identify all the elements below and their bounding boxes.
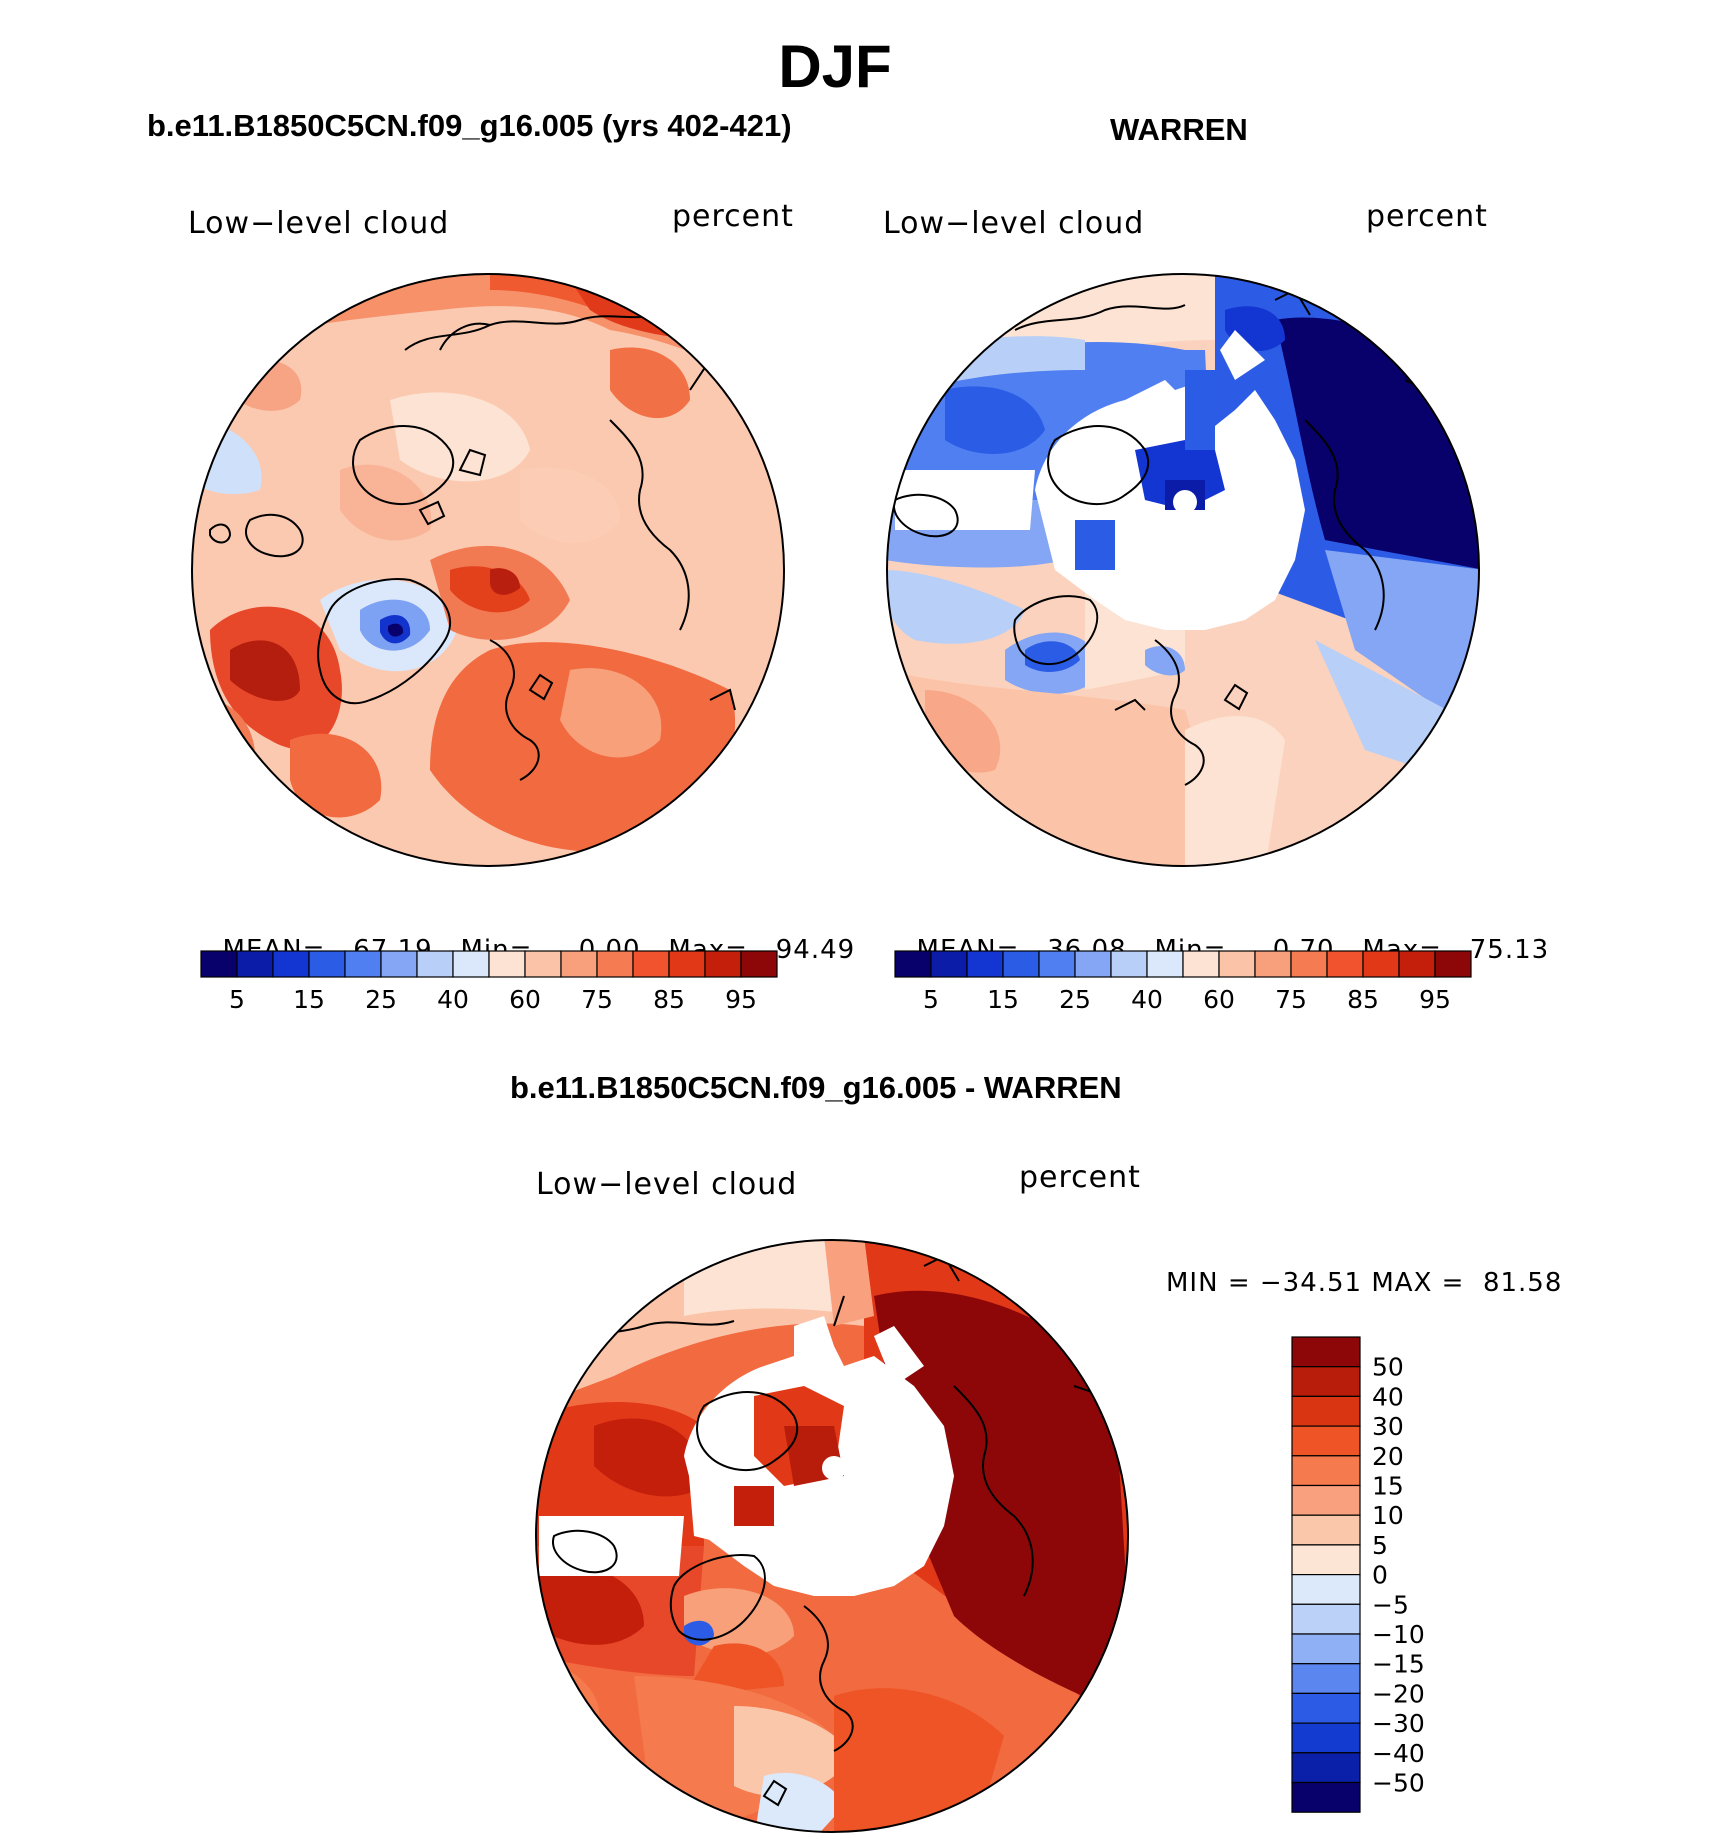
colorbar-swatch — [1291, 1603, 1361, 1635]
colorbar-swatch — [1074, 950, 1112, 978]
colorbar-swatch — [1291, 1366, 1361, 1398]
colorbar-swatch — [236, 950, 274, 978]
colorbar-tick-label: 20 — [1372, 1442, 1404, 1471]
colorbar-swatch — [966, 950, 1004, 978]
colorbar-swatch — [1291, 1455, 1361, 1487]
colorbar-swatch — [1291, 1633, 1361, 1665]
colorbar-swatch — [272, 950, 310, 978]
model-variable-label: Low−level cloud — [188, 206, 450, 241]
colorbar-tick-label: 15 — [1372, 1472, 1404, 1501]
colorbar-swatch — [416, 950, 454, 978]
colorbar-tick-label: −40 — [1372, 1739, 1425, 1768]
colorbar-swatch — [344, 950, 382, 978]
colorbar-swatch — [1291, 1574, 1361, 1605]
colorbar-tick-label: 10 — [1372, 1501, 1404, 1530]
colorbar-swatch — [1291, 1336, 1361, 1368]
colorbar-tick-label: 25 — [365, 985, 397, 1014]
colorbar-swatch — [1291, 1484, 1361, 1516]
colorbar-tick-label: −15 — [1372, 1650, 1425, 1679]
colorbar-tick-label: 50 — [1372, 1353, 1404, 1382]
colorbar-tick-label: 15 — [293, 985, 325, 1014]
diff-variable-label: Low−level cloud — [536, 1167, 798, 1202]
diff-units-label: percent — [1019, 1160, 1141, 1195]
model-colorbar: 5 15 25 40 60 75 85 95 — [200, 950, 778, 1014]
colorbar-swatch — [1038, 950, 1076, 978]
colorbar-swatch — [1326, 950, 1364, 978]
model-units-label: percent — [672, 199, 794, 234]
colorbar-swatch — [1362, 950, 1400, 978]
diff-polar-map — [535, 1239, 1129, 1833]
colorbar-tick-label: 40 — [437, 985, 469, 1014]
obs-units-label: percent — [1366, 199, 1488, 234]
colorbar-swatch — [560, 950, 598, 978]
model-max-value: 94.49 — [775, 935, 856, 965]
obs-max-value: 75.13 — [1469, 935, 1550, 965]
colorbar-swatch — [1291, 1752, 1361, 1784]
colorbar-swatch — [1291, 1722, 1361, 1754]
diff-minmax: MIN = −34.51 MAX = 81.58 — [1166, 1268, 1563, 1298]
colorbar-tick-label: 40 — [1372, 1382, 1404, 1411]
colorbar-tick-label: 5 — [1372, 1531, 1388, 1560]
colorbar-swatch — [1291, 1514, 1361, 1546]
colorbar-swatch — [1002, 950, 1040, 978]
colorbar-tick-label: 85 — [653, 985, 685, 1014]
colorbar-tick-label: 5 — [229, 985, 245, 1014]
colorbar-swatch — [1291, 1425, 1361, 1457]
colorbar-tick-label: −50 — [1372, 1769, 1425, 1798]
obs-polar-map — [886, 273, 1480, 867]
colorbar-swatch — [930, 950, 968, 978]
colorbar-tick-label: 40 — [1131, 985, 1163, 1014]
colorbar-swatch — [668, 950, 706, 978]
colorbar-tick-label: 60 — [509, 985, 541, 1014]
colorbar-tick-label: 30 — [1372, 1412, 1404, 1441]
colorbar-swatch — [1146, 950, 1184, 978]
colorbar-tick-label: 5 — [923, 985, 939, 1014]
obs-colorbar: 5 15 25 40 60 75 85 95 — [894, 950, 1472, 1014]
colorbar-tick-label: 95 — [725, 985, 757, 1014]
colorbar-tick-label: 95 — [1419, 985, 1451, 1014]
colorbar-swatch — [1291, 1544, 1361, 1576]
colorbar-tick-label: −10 — [1372, 1620, 1425, 1649]
colorbar-swatch — [894, 950, 932, 978]
colorbar-swatch — [1291, 1781, 1361, 1813]
colorbar-swatch — [524, 950, 562, 978]
colorbar-tick-label: −20 — [1372, 1679, 1425, 1708]
colorbar-swatch — [1434, 950, 1472, 978]
model-polar-map — [191, 273, 785, 867]
colorbar-swatch — [1254, 950, 1292, 978]
colorbar-tick-label: −30 — [1372, 1709, 1425, 1738]
colorbar-swatch — [1290, 950, 1328, 978]
model-panel-header: b.e11.B1850C5CN.f09_g16.005 (yrs 402-421… — [147, 108, 792, 143]
colorbar-swatch — [704, 950, 742, 978]
colorbar-swatch — [1110, 950, 1148, 978]
colorbar-swatch — [632, 950, 670, 978]
colorbar-tick-label: 0 — [1372, 1561, 1388, 1590]
diff-panel-header: b.e11.B1850C5CN.f09_g16.005 - WARREN — [510, 1070, 1122, 1105]
colorbar-swatch — [1291, 1692, 1361, 1724]
colorbar-tick-label: −5 — [1372, 1590, 1409, 1619]
colorbar-tick-label: 15 — [987, 985, 1019, 1014]
colorbar-swatch — [596, 950, 634, 978]
colorbar-swatch — [1218, 950, 1256, 978]
colorbar-swatch — [452, 950, 490, 978]
colorbar-swatch — [308, 950, 346, 978]
colorbar-swatch — [1182, 950, 1220, 978]
colorbar-swatch — [740, 950, 778, 978]
colorbar-tick-label: 75 — [581, 985, 613, 1014]
colorbar-swatch — [380, 950, 418, 978]
colorbar-tick-label: 85 — [1347, 985, 1379, 1014]
colorbar-tick-label: 25 — [1059, 985, 1091, 1014]
colorbar-swatch — [200, 950, 238, 978]
obs-panel-header: WARREN — [1110, 112, 1248, 147]
colorbar-tick-label: 60 — [1203, 985, 1235, 1014]
colorbar-swatch — [1398, 950, 1436, 978]
colorbar-swatch — [1291, 1395, 1361, 1427]
obs-variable-label: Low−level cloud — [883, 206, 1145, 241]
colorbar-swatch — [488, 950, 526, 978]
colorbar-swatch — [1291, 1663, 1361, 1695]
figure-title: DJF — [778, 33, 892, 100]
colorbar-tick-label: 75 — [1275, 985, 1307, 1014]
